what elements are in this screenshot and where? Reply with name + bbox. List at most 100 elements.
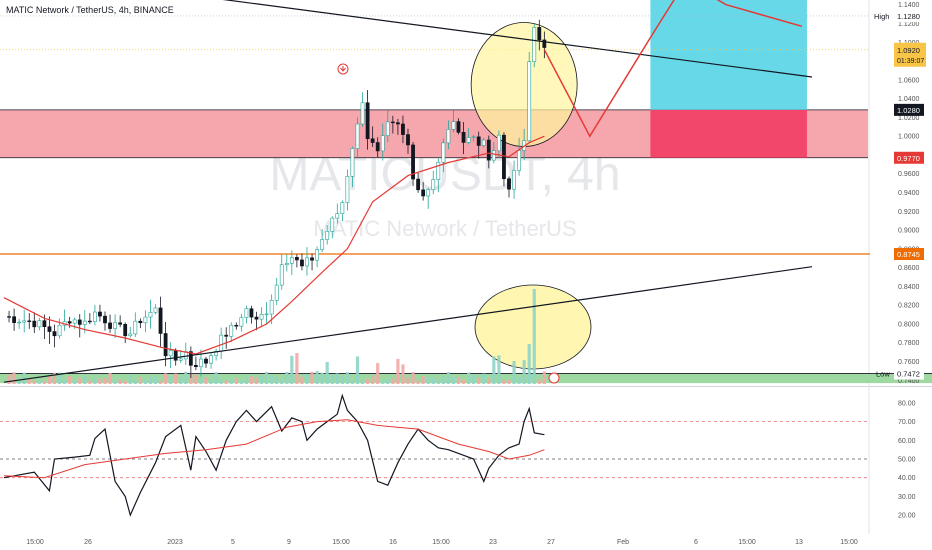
volume-bar	[527, 344, 531, 384]
volume-bar	[224, 380, 228, 384]
candle	[305, 257, 309, 267]
volume-bar	[371, 375, 375, 384]
volume-bar	[497, 355, 501, 384]
volume-bar	[335, 373, 339, 384]
time-axis-tick: 27	[547, 539, 555, 546]
rsi-axis-tick: 70.00	[898, 419, 916, 426]
volume-bar	[143, 379, 147, 384]
candle	[138, 320, 143, 324]
volume-bar	[396, 358, 400, 384]
volume-bar	[239, 380, 243, 384]
candle	[355, 123, 360, 149]
volume-bar	[487, 378, 491, 384]
volume-bar	[214, 372, 218, 384]
volume-bar	[174, 373, 178, 384]
candle	[426, 189, 431, 197]
rsi-axis-tick: 80.00	[898, 400, 916, 407]
volume-bar	[451, 376, 456, 384]
time-axis-tick: 26	[84, 539, 92, 546]
volume-bar	[446, 371, 450, 384]
orange-level-label: 0.8745	[897, 250, 920, 259]
volume-bar	[22, 372, 26, 384]
chart-header: MATIC Network / TetherUS, 4h, BINANCE	[6, 5, 174, 15]
volume-bar	[350, 380, 355, 384]
volume-bar	[280, 379, 284, 384]
candle	[194, 365, 198, 367]
volume-bar	[98, 378, 102, 384]
candle	[234, 324, 239, 327]
candle	[294, 257, 299, 261]
volume-bar	[113, 379, 117, 384]
candle	[209, 355, 213, 364]
volume-bar	[381, 380, 385, 384]
price-axis-tick: 0.9000	[898, 228, 920, 235]
candle	[401, 123, 405, 135]
candle	[229, 324, 234, 337]
candle	[320, 239, 325, 250]
candle	[456, 121, 461, 133]
high-price-label-bg	[894, 9, 924, 22]
candle	[188, 351, 193, 366]
candle	[27, 320, 32, 322]
high-price-label: 1.1280	[897, 12, 920, 21]
candle	[118, 322, 123, 325]
zone-top-label-bg	[894, 103, 924, 116]
price-axis-tick: 0.8000	[898, 321, 920, 328]
candle	[264, 313, 269, 316]
candle	[360, 102, 365, 125]
volume-bar	[17, 378, 21, 384]
candle	[279, 264, 284, 286]
candle	[254, 316, 259, 320]
candle	[300, 259, 304, 267]
volume-bar	[158, 380, 163, 384]
volume-bar	[345, 372, 349, 384]
volume-bar	[153, 376, 158, 384]
price-axis-tick: 1.1200	[898, 21, 920, 28]
volume-bar	[219, 380, 223, 384]
time-axis-tick: 5	[231, 539, 235, 546]
candle	[204, 358, 208, 364]
volume-bar	[63, 379, 67, 384]
low-price-label: 0.7472	[897, 370, 920, 379]
price-axis-tick: 0.8400	[898, 284, 920, 291]
orange-level-label-bg	[894, 248, 924, 261]
volume-bar	[461, 379, 466, 384]
candle	[249, 308, 254, 318]
candle	[148, 312, 153, 318]
stop-area	[650, 109, 807, 158]
candle	[411, 144, 415, 180]
volume-bar	[285, 372, 289, 384]
volume-bar	[386, 379, 390, 384]
volume-bar	[522, 360, 526, 384]
volume-bar	[366, 379, 370, 384]
price-axis-tick: 1.0200	[898, 115, 920, 122]
candle	[532, 27, 537, 63]
price-axis-tick: 0.9600	[898, 171, 920, 178]
time-axis-tick: 2023	[167, 539, 183, 546]
candle	[173, 350, 178, 361]
candle	[259, 313, 264, 320]
volume-bar	[88, 380, 92, 384]
volume-bar	[401, 364, 405, 384]
candle	[486, 139, 491, 161]
volume-bar	[32, 380, 36, 384]
volume-bar	[310, 371, 314, 384]
volume-bar	[244, 374, 248, 384]
volume-bar	[270, 375, 274, 384]
arrow-down-icon	[340, 66, 346, 72]
low-text: Low	[876, 370, 890, 379]
volume-bar	[209, 380, 213, 384]
current-price-label: 1.0920	[897, 46, 920, 55]
volume-bar	[391, 378, 395, 384]
candle	[244, 308, 249, 318]
candle	[158, 307, 163, 334]
volume-bar	[93, 377, 97, 384]
candle	[103, 315, 107, 324]
price-axis-tick: 0.7400	[898, 378, 920, 385]
candle	[466, 137, 471, 143]
volume-bar	[7, 374, 11, 384]
candle	[365, 102, 370, 140]
candle	[289, 257, 294, 264]
candle	[370, 138, 375, 143]
